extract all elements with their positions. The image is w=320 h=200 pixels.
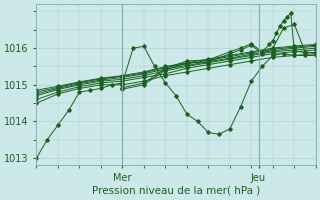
X-axis label: Pression niveau de la mer( hPa ): Pression niveau de la mer( hPa ) — [92, 186, 260, 196]
